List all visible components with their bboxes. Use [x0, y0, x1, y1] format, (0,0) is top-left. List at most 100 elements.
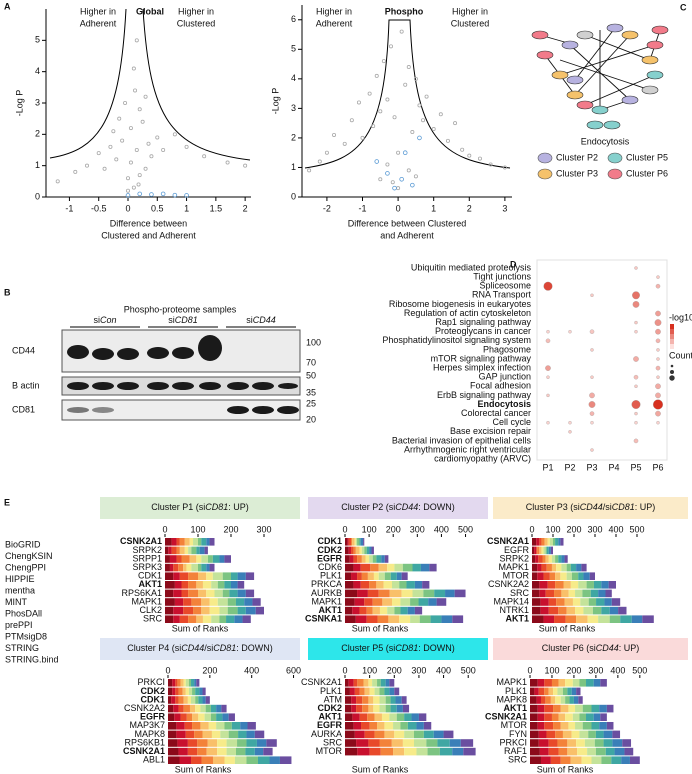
bar-segment: [279, 756, 292, 764]
bar-segment: [219, 606, 228, 615]
x-axis-label: Sum of Ranks: [537, 764, 594, 774]
bar-segment: [548, 598, 557, 606]
bar-segment: [401, 572, 408, 580]
bar-segment: [237, 581, 245, 589]
legend-title: -log10(FDR): [669, 312, 692, 322]
bar-segment: [377, 679, 381, 687]
bar-segment: [532, 572, 538, 580]
bar-segment: [566, 563, 571, 572]
bar-segment: [185, 730, 195, 739]
bar-segment: [237, 606, 246, 615]
bar-segment: [566, 606, 576, 615]
text-part: Cluster P6 (si: [542, 643, 596, 653]
y-tick-label: 5: [35, 35, 40, 45]
band: [227, 406, 249, 414]
dot: [633, 356, 639, 362]
bar-segment: [604, 598, 612, 606]
bar-label: CDK2: [317, 545, 342, 555]
band: [252, 406, 274, 414]
text-part: CD44: [596, 643, 619, 653]
x-tick-label: -2: [323, 203, 331, 213]
bar-segment: [171, 538, 177, 546]
bar-segment: [536, 546, 538, 555]
bar-label: PLK1: [320, 686, 342, 696]
bar-segment: [171, 546, 177, 555]
data-point: [149, 154, 154, 159]
data-point: [136, 182, 141, 187]
bar-segment: [606, 704, 614, 713]
bar-segment: [372, 598, 383, 606]
bar-segment: [245, 747, 255, 756]
x-tick-label: 400: [434, 524, 449, 534]
dot: [633, 374, 639, 380]
bar-segment: [245, 589, 255, 598]
bar-segment: [174, 598, 184, 606]
data-point: [140, 119, 145, 124]
data-point: [307, 168, 312, 173]
bar-segment: [212, 572, 223, 580]
bar-label: CDK1: [138, 571, 162, 581]
bar-segment: [551, 713, 559, 721]
bar-segment: [209, 606, 220, 615]
bar-segment: [356, 696, 363, 704]
bar-segment: [532, 555, 536, 563]
bar-segment: [202, 730, 212, 739]
bar-segment: [348, 546, 352, 555]
bar-segment: [396, 704, 403, 713]
bar-label: PLK1: [320, 571, 342, 581]
bar-segment: [376, 581, 384, 589]
node: [566, 90, 584, 100]
bar-segment: [532, 581, 540, 589]
data-point: [385, 171, 390, 176]
pathway-label: Herpes simplex infection: [433, 362, 531, 372]
dot: [634, 330, 638, 334]
pathway-label: Bacterial invasion of epithelial cells: [392, 435, 532, 445]
dot: [632, 301, 640, 308]
node: [641, 55, 659, 65]
text-part: CD81: [205, 502, 228, 512]
data-point: [477, 156, 482, 161]
bar-segment: [560, 722, 569, 730]
bar-segment: [599, 722, 607, 730]
bar-segment: [165, 581, 175, 589]
bar-segment: [404, 747, 417, 756]
bar-segment: [565, 713, 573, 721]
bar-segment: [165, 572, 174, 580]
bar-segment: [197, 747, 207, 756]
bar-segment: [534, 546, 537, 555]
bar-label: SRPK3: [132, 562, 162, 572]
data-point: [399, 176, 404, 182]
bar-segment: [555, 730, 563, 739]
bar-segment: [544, 538, 548, 546]
bar-segment: [536, 696, 541, 704]
bar-segment: [179, 756, 192, 764]
bar-segment: [171, 696, 176, 704]
band: [172, 347, 194, 359]
panel-header: [493, 497, 688, 519]
bar-label: AKT1: [138, 579, 162, 589]
bar-segment: [353, 546, 356, 555]
y-tick-label: 0: [291, 191, 296, 201]
bar-segment: [237, 589, 246, 598]
y-tick-label: 1: [291, 162, 296, 172]
data-point: [360, 135, 365, 140]
bar-segment: [357, 747, 370, 756]
bar-segment: [561, 589, 569, 598]
pathway-label: ErbB signaling pathway: [437, 390, 532, 400]
bar-segment: [191, 679, 195, 687]
x-tick-label: 0: [125, 203, 130, 213]
pathway-label: Proteoglycans in cancer: [435, 326, 531, 336]
bar-label: SRPK2: [499, 553, 529, 563]
x-tick-label: 400: [610, 665, 625, 675]
x-tick-label: 300: [587, 524, 602, 534]
data-point: [453, 121, 458, 126]
bar-segment: [191, 563, 198, 572]
bar-segment: [560, 696, 566, 704]
text-part: : UP): [228, 502, 249, 512]
bar-label: MAPK1: [496, 677, 527, 687]
bar-segment: [363, 538, 365, 546]
bar-segment: [184, 546, 189, 555]
bar-segment: [224, 581, 231, 589]
bar-segment: [373, 704, 380, 713]
bar-segment: [200, 704, 206, 713]
